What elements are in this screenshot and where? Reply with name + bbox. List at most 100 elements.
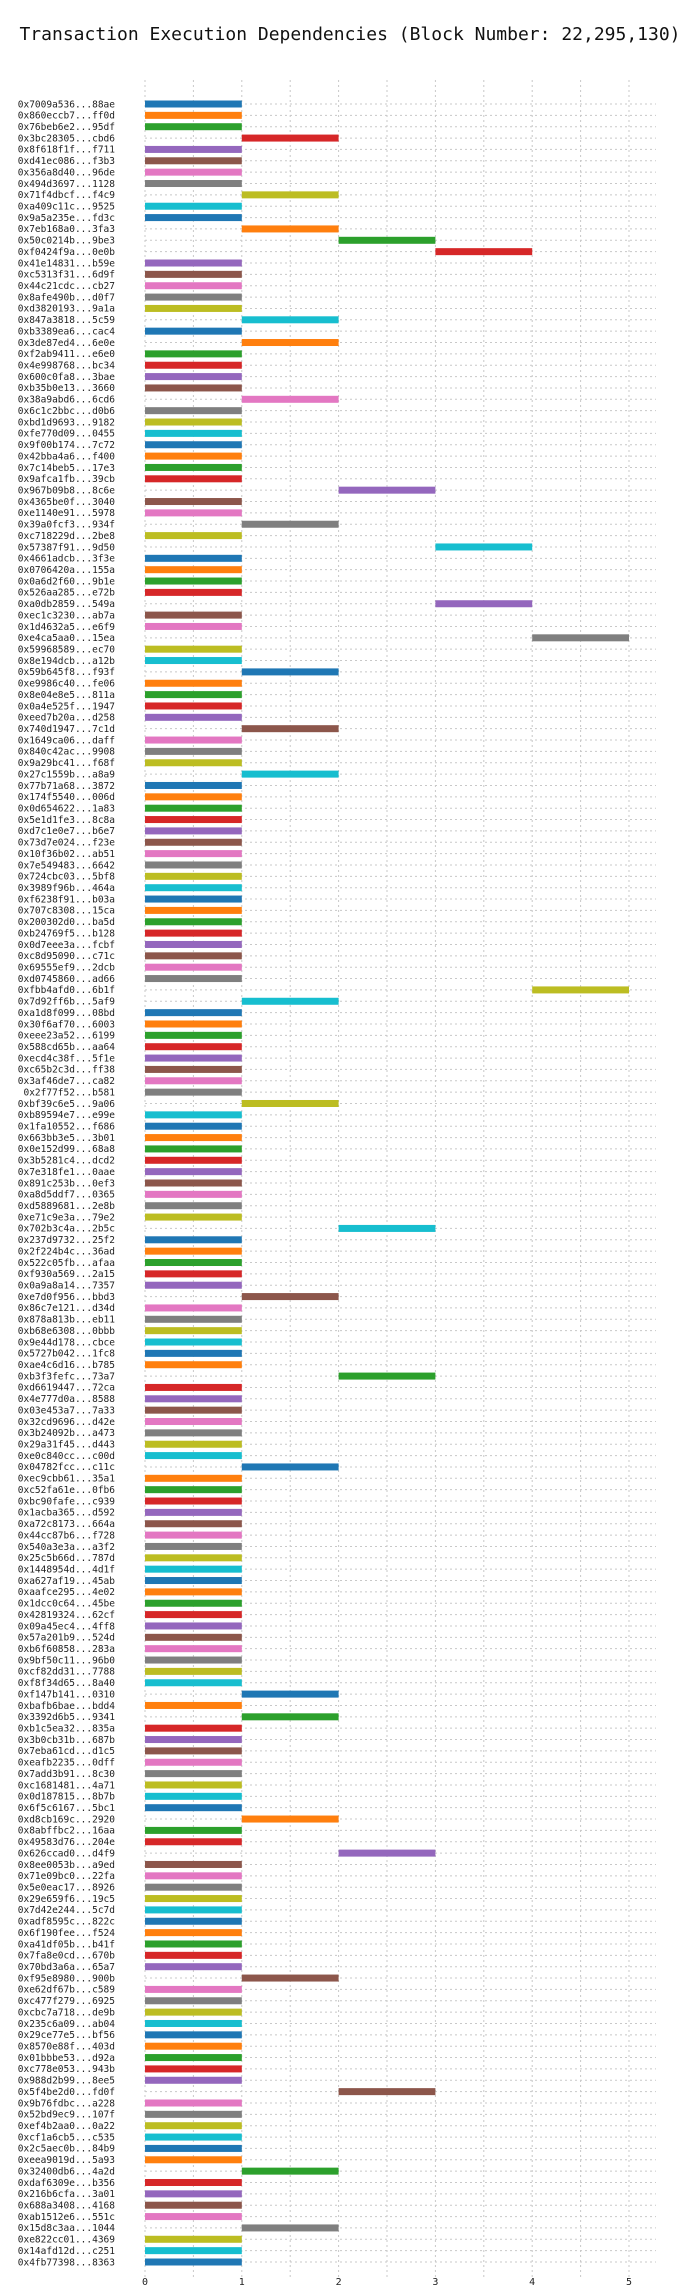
transaction-bar [145,1349,242,1357]
transaction-label: 0x3392d6b5...9341 [18,1712,116,1723]
transaction-bar [145,1065,242,1073]
transaction-label: 0xc718229d...2be8 [18,531,116,542]
transaction-bar [241,1293,339,1301]
transaction-bar [145,804,242,812]
transaction-bar [145,1883,242,1891]
x-tick-label: 4 [529,2277,535,2288]
transaction-label: 0xb24769f5...b128 [18,928,116,939]
transaction-label: 0x9b76fdbc...a228 [18,2098,116,2109]
transaction-label: 0x174f5540...006d [18,792,115,803]
transaction-label: 0xcf82dd31...7788 [18,1667,116,1678]
transaction-bar [145,1724,242,1732]
transaction-bar [145,611,242,619]
transaction-bar [145,1190,242,1198]
transaction-bar [145,759,242,767]
transaction-bar [145,1270,242,1278]
transaction-label: 0x42bba4a6...f400 [18,451,116,462]
transaction-label: 0xe4ca5aa0...15ea [18,633,115,644]
transaction-bar [145,1747,242,1755]
transaction-label: 0xcbc7a718...de9b [18,2007,116,2018]
transaction-bar [145,2144,242,2152]
transaction-bar [145,895,242,903]
transaction-bar [145,123,242,131]
transaction-label: 0x7eb168a0...3fa3 [18,224,115,235]
transaction-label: 0x7009a536...88ae [18,99,116,110]
transaction-label: 0x32cd9696...d42e [18,1417,116,1428]
transaction-label: 0x9a5a235e...fd3c [18,213,115,224]
transaction-label: 0x356a8d40...96de [18,167,116,178]
transaction-label: 0x52bd9ec9...107f [18,2110,115,2121]
transaction-label: 0x9e44d178...cbce [18,1337,116,1348]
transaction-label: 0x7c14beb5...17e3 [18,463,115,474]
transaction-label: 0x9bf50c11...96b0 [18,1655,116,1666]
transaction-bar [145,2008,242,2016]
transaction-label: 0x15d8c3aa...1044 [18,2223,116,2234]
transaction-bar [145,1997,242,2005]
transaction-label: 0x2c5aec0b...84b9 [18,2144,116,2155]
transaction-bar [145,1985,242,1993]
x-tick-labels: 0 1 2 3 4 5 [142,2277,632,2288]
transaction-label: 0x702b3c4a...2b5c [18,1224,115,1235]
transaction-bar [145,1804,242,1812]
transaction-bar [145,1701,242,1709]
transaction-label: 0x3af46de7...ca82 [18,1076,115,1087]
transaction-label: 0xe9986c40...fe06 [18,679,116,690]
transaction-label: 0xb3389ea6...cac4 [18,326,116,337]
transaction-bar [145,259,242,267]
transaction-label: 0x4e777d0a...8588 [18,1394,116,1405]
transaction-label: 0xecd4c38f...5f1e [18,1053,116,1064]
transaction-bar [145,1531,242,1539]
transaction-label: 0x688a3408...4168 [18,2201,116,2212]
transaction-label: 0x8abffbc2...16aa [18,1826,115,1837]
transaction-label: 0x7d42e244...5c7d [18,1905,115,1916]
transaction-label: 0x1649ca06...daff [18,735,115,746]
transaction-bar [145,282,242,290]
transaction-label: 0x600c0fa8...3bae [18,372,116,383]
transaction-bar [145,1622,242,1630]
transaction-bar [145,1315,242,1323]
transaction-bar [145,1236,242,1244]
transaction-label: 0x57387f91...9d50 [18,542,116,553]
transaction-label: 0x235c6a09...ab04 [18,2019,116,2030]
transaction-bar [145,1054,242,1062]
transaction-bar [145,361,242,369]
transaction-bar [145,645,242,653]
transaction-bar [145,1043,242,1051]
transaction-bar [145,2213,242,2221]
transaction-label: 0xec1c3230...ab7a [18,610,115,621]
transaction-label: 0x27c1559b...a8a9 [18,769,116,780]
transaction-bar [145,2178,242,2186]
transaction-label: 0xe822cc01...4369 [18,2235,116,2246]
transaction-label: 0xf147b141...0310 [18,1689,116,1700]
transaction-label: 0x237d9732...25f2 [18,1235,115,1246]
transaction-label: 0xec9cbb61...35a1 [18,1474,116,1485]
transaction-label: 0xe1140e91...5978 [18,508,116,519]
transaction-label: 0xe71c9e3a...79e2 [18,1212,115,1223]
transaction-label: 0xeea9019d...5a93 [18,2155,115,2166]
transaction-bar [145,2201,242,2209]
transaction-label: 0xc65b2c3d...ff38 [18,1065,116,1076]
transaction-label: 0x59b645f8...f93f [18,667,115,678]
transaction-bar [145,781,242,789]
transaction-bar [145,157,242,165]
transaction-label: 0x891c253b...0ef3 [18,1178,115,1189]
transaction-label: 0x41e14831...b59e [18,258,116,269]
transaction-label: 0x526aa285...e72b [18,588,116,599]
transaction-bar [241,997,339,1005]
transaction-bar [145,1508,242,1516]
transaction-bar [145,100,242,108]
transaction-bar [145,2122,242,2130]
transaction-label: 0x1acba365...d592 [18,1508,115,1519]
transaction-bar [338,1224,436,1232]
transaction-bar [145,2258,242,2266]
transaction-bar [145,554,242,562]
transaction-bar [145,1906,242,1914]
transaction-label: 0x4365be0f...3040 [18,497,116,508]
transaction-label: 0x71e09bc0...22fa [18,1871,115,1882]
transaction-bar [145,180,242,188]
transaction-bar [241,316,339,324]
transaction-bar [145,327,242,335]
transaction-label: 0x0e152d99...68a8 [18,1144,116,1155]
transaction-bar [145,1031,242,1039]
transaction-bar [145,2110,242,2118]
